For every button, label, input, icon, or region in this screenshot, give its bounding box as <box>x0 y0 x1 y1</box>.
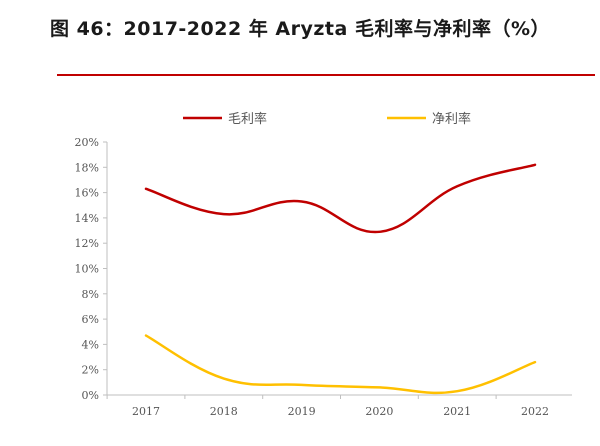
chart-title: 图 46：2017-2022 年 Aryzta 毛利率与净利率（%） <box>49 18 550 40</box>
x-tick-label: 2018 <box>210 405 238 418</box>
y-tick-label: 10% <box>75 263 99 276</box>
legend-net-margin-label: 净利率 <box>432 111 471 127</box>
x-tick-label: 2019 <box>288 405 316 418</box>
y-tick-label: 12% <box>75 237 99 250</box>
y-tick-label: 14% <box>75 212 99 225</box>
x-tick-label: 2021 <box>443 405 471 418</box>
legend-gross-margin-label: 毛利率 <box>228 111 267 127</box>
title-rule <box>57 74 595 76</box>
x-tick-label: 2017 <box>132 405 160 418</box>
y-tick-label: 4% <box>82 338 99 351</box>
y-tick-label: 20% <box>75 136 99 149</box>
x-tick-label: 2022 <box>521 405 549 418</box>
series <box>144 163 537 395</box>
y-tick-label: 2% <box>82 364 99 377</box>
y-tick-label: 0% <box>82 389 99 402</box>
axes: 0% 2% 4% 6% 8% 10% 12% 14% 16% 18% 20% 2017 2018 2019… <box>75 136 572 418</box>
y-tick-label: 6% <box>82 313 99 326</box>
x-tick-label: 2020 <box>365 405 393 418</box>
legend: 毛利率 净利率 <box>183 111 471 127</box>
y-tick-label: 18% <box>75 161 99 174</box>
series-gross-margin-line <box>144 163 537 234</box>
y-tick-label: 16% <box>75 187 99 200</box>
y-tick-label: 8% <box>82 288 99 301</box>
series-net-margin-line <box>144 334 537 395</box>
